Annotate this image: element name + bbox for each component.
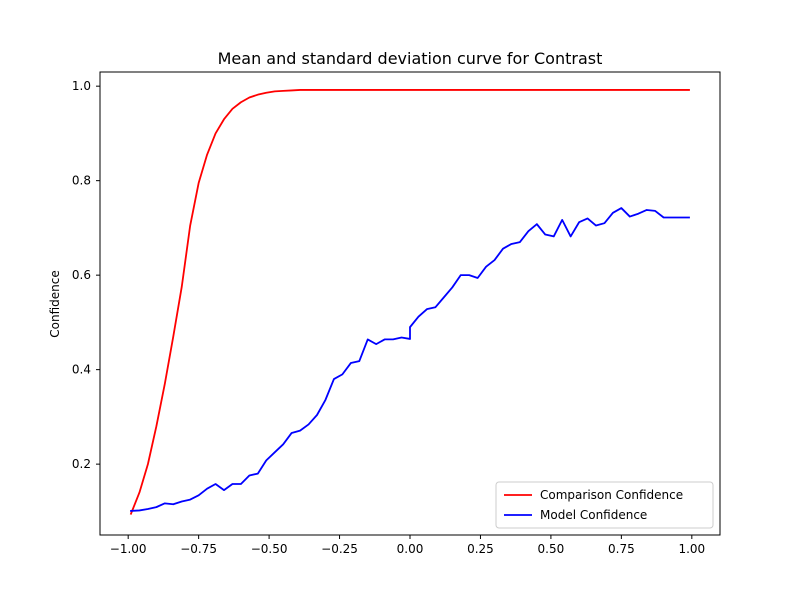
x-tick-label: 0.00: [397, 542, 424, 556]
series-line-1: [129, 89, 690, 515]
y-tick-label: 1.0: [72, 79, 91, 93]
x-tick-label: −0.75: [180, 542, 217, 556]
x-tick-label: 0.75: [608, 542, 635, 556]
y-axis-label: Confidence: [48, 270, 62, 337]
legend-box: [495, 481, 714, 529]
legend: Comparison Confidence Model Confidence: [495, 481, 714, 529]
chart-title: Mean and standard deviation curve for Co…: [218, 49, 603, 68]
y-tick-label: 0.8: [72, 174, 91, 188]
y-tick-label: 0.4: [72, 363, 91, 377]
legend-label: Model Confidence: [540, 508, 647, 522]
series-line-2: [130, 207, 690, 512]
x-tick-label: −0.25: [321, 542, 358, 556]
plot-area: −1.00 −0.75 −0.50 −0.25 0.00 0.25 0.50 0.75 1.00…: [72, 71, 721, 556]
legend-label: Comparison Confidence: [540, 488, 683, 502]
x-tick-label: 0.25: [467, 542, 494, 556]
x-tick-label: −0.50: [251, 542, 288, 556]
x-tick-label: 1.00: [678, 542, 705, 556]
y-tick-label: 0.6: [72, 268, 91, 282]
x-tick-label: 0.50: [538, 542, 565, 556]
y-tick-label: 0.2: [72, 457, 91, 471]
x-tick-label: −1.00: [110, 542, 147, 556]
